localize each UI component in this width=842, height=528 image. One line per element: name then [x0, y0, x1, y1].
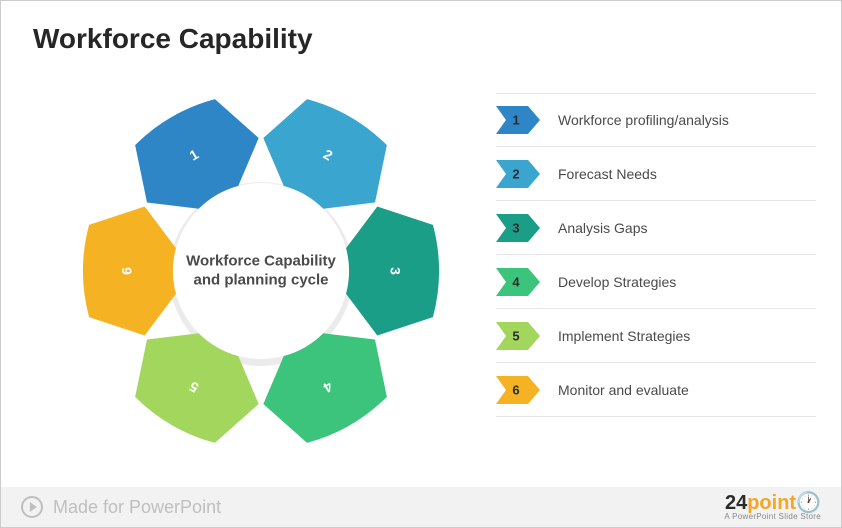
brand-prefix: 24 — [725, 492, 747, 514]
brand-subtitle: A PowerPoint Slide Store — [724, 513, 821, 521]
chevron-icon: 1 — [496, 106, 540, 134]
footer-brand: 24point​🕐 A PowerPoint Slide Store — [724, 493, 821, 521]
legend-number: 5 — [512, 328, 519, 343]
clock-icon: ​🕐 — [796, 492, 821, 514]
legend-number: 3 — [512, 220, 519, 235]
cycle-diagram: 123456 Workforce Capability and planning… — [61, 71, 461, 471]
legend-label: Analysis Gaps — [558, 220, 647, 236]
legend-label: Develop Strategies — [558, 274, 676, 290]
cycle-segment-number: 3 — [387, 267, 403, 275]
legend-row: 4 Develop Strategies — [496, 255, 816, 309]
page-title: Workforce Capability — [33, 23, 313, 55]
legend-number: 4 — [512, 274, 520, 289]
legend-label: Implement Strategies — [558, 328, 690, 344]
chevron-icon: 6 — [496, 376, 540, 404]
legend-number: 2 — [512, 166, 519, 181]
legend-label: Monitor and evaluate — [558, 382, 689, 398]
footer-watermark: Made for PowerPoint — [21, 496, 221, 518]
chevron-icon: 2 — [496, 160, 540, 188]
legend-label: Workforce profiling/analysis — [558, 112, 729, 128]
legend-row: 1 Workforce profiling/analysis — [496, 93, 816, 147]
legend-list: 1 Workforce profiling/analysis 2 Forecast N… — [496, 93, 816, 417]
chevron-icon: 4 — [496, 268, 540, 296]
legend-row: 5 Implement Strategies — [496, 309, 816, 363]
brand-word: point — [747, 492, 796, 514]
legend-label: Forecast Needs — [558, 166, 657, 182]
powerpoint-icon — [21, 496, 43, 518]
chevron-icon: 5 — [496, 322, 540, 350]
legend-number: 1 — [512, 112, 519, 127]
legend-number: 6 — [512, 382, 519, 397]
legend-row: 3 Analysis Gaps — [496, 201, 816, 255]
legend-row: 6 Monitor and evaluate — [496, 363, 816, 417]
legend-row: 2 Forecast Needs — [496, 147, 816, 201]
chevron-icon: 3 — [496, 214, 540, 242]
footer-bar: Made for PowerPoint 24point​🕐 A PowerPoi… — [1, 487, 841, 527]
cycle-segment-number: 6 — [119, 267, 135, 275]
cycle-center-label: Workforce Capability and planning cycle — [186, 252, 336, 290]
watermark-text: Made for PowerPoint — [53, 497, 221, 518]
